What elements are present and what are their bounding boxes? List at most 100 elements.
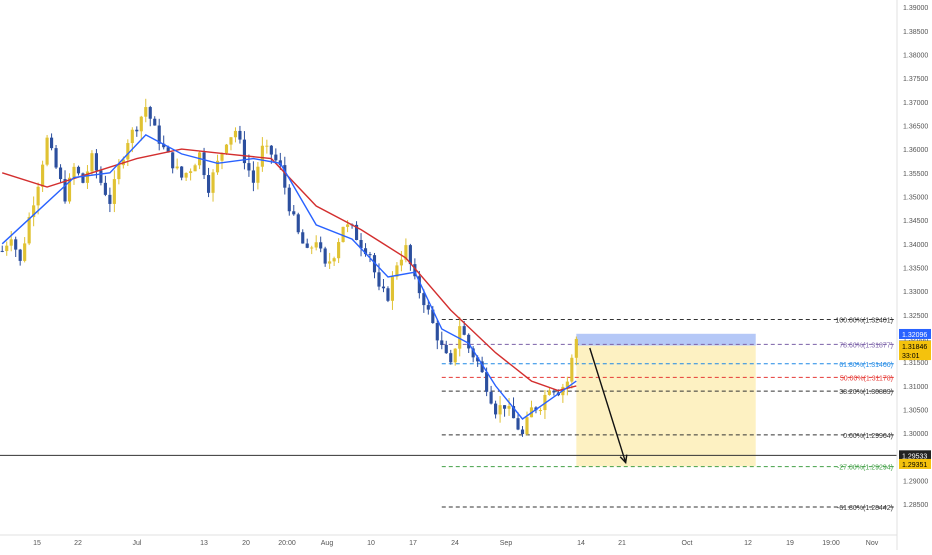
candle-body	[386, 288, 390, 301]
time-tick-label: Aug	[321, 540, 334, 547]
candle-body	[108, 194, 112, 204]
candle-body	[435, 323, 439, 341]
candle-body	[148, 107, 152, 119]
candle-body	[395, 265, 399, 277]
candle-body	[337, 242, 341, 259]
candle-body	[440, 340, 444, 345]
candle-body	[408, 245, 412, 265]
candle-body	[41, 164, 45, 187]
candle-body	[180, 166, 184, 178]
candle-body	[359, 240, 363, 249]
price-tick-label: 1.37500	[903, 76, 928, 83]
price-badge	[899, 340, 931, 351]
candle-body	[265, 145, 269, 147]
stop-zone	[576, 333, 756, 346]
candle-body	[485, 372, 489, 392]
time-tick-label: 17	[409, 540, 417, 547]
ema-slow-line	[1, 148, 577, 392]
price-tick-label: 1.36500	[903, 123, 928, 130]
candle-body	[224, 144, 229, 154]
candle-body	[50, 137, 54, 149]
candle-body	[215, 160, 220, 173]
candle-body	[81, 173, 85, 183]
price-tick-label: 1.37000	[903, 100, 928, 107]
candle-body	[36, 186, 40, 206]
candle-body	[256, 166, 260, 183]
candle-body	[67, 177, 72, 202]
candle-body	[498, 405, 502, 415]
time-tick-label: 20	[242, 540, 250, 547]
time-tick-label: 21	[618, 540, 626, 547]
candle-body	[417, 276, 421, 294]
candle-body	[157, 125, 161, 144]
candle-body	[471, 348, 475, 358]
candle-body	[14, 239, 18, 250]
candle-body	[171, 152, 175, 169]
price-badge-label: 1.32096	[902, 332, 927, 339]
candle-body	[296, 214, 300, 233]
price-tick-label: 1.28500	[903, 502, 928, 509]
price-tick-label: 1.33500	[903, 266, 928, 273]
candle-body	[399, 259, 403, 266]
candle-body	[368, 254, 372, 256]
candle-body	[274, 154, 278, 161]
fibonacci-levels: 100.00%(1.32401) 78.60%(1.31877) 61.80%(1.…	[441, 318, 895, 512]
projection-arrow	[589, 347, 628, 465]
price-badge-label: 1.29351	[902, 462, 927, 469]
candle-body	[247, 163, 251, 171]
price-tick-label: 1.35000	[903, 194, 928, 201]
fib-label: 61.80%(1.31466)	[839, 362, 893, 369]
candle-body	[431, 309, 435, 324]
fib-label: 0.00%(1.29964)	[843, 433, 893, 440]
candle-body	[426, 305, 430, 310]
price-badge	[899, 458, 931, 469]
time-tick-label: 13	[200, 540, 208, 547]
candle-body	[211, 172, 215, 193]
time-tick-label: 24	[451, 540, 459, 547]
candle-body	[233, 130, 238, 138]
price-badge-label: 1.31846	[902, 344, 927, 351]
candle-body	[162, 143, 166, 148]
candle-body	[314, 242, 318, 248]
candle-body	[354, 224, 359, 241]
price-tick-label: 1.35500	[903, 171, 928, 178]
candle-body	[476, 357, 480, 362]
candle-body	[9, 239, 13, 246]
candle-body	[453, 348, 457, 363]
time-tick-label: 19:00	[822, 540, 840, 547]
fib-label: 78.60%(1.31877)	[839, 342, 893, 349]
time-tick-label: 22	[74, 540, 82, 547]
arrow-head	[619, 454, 628, 465]
candle-body	[480, 361, 484, 373]
candle-body	[332, 258, 336, 262]
fib-label: -27.00%(1.29294)	[837, 465, 893, 472]
candle-body	[507, 406, 511, 409]
fib-label: 50.00%(1.31178)	[840, 375, 893, 382]
candle-body	[287, 187, 291, 212]
time-tick-label: 14	[577, 540, 585, 547]
candle-body	[112, 179, 116, 204]
candle-body	[18, 249, 22, 261]
candle-body	[413, 264, 417, 277]
time-tick-label: 20:00	[278, 540, 296, 547]
ema-fast-line	[1, 134, 577, 420]
candle-body	[363, 248, 368, 255]
candle-body	[328, 261, 332, 264]
price-badge	[899, 328, 931, 339]
candle-body	[90, 153, 94, 172]
candle-body	[58, 167, 63, 180]
candle-body	[449, 353, 453, 363]
candle-body	[260, 145, 264, 167]
candle-body	[202, 152, 206, 176]
price-tick-label: 1.36000	[903, 147, 928, 154]
candle-body	[144, 107, 148, 117]
candle-body	[103, 182, 107, 195]
candle-body	[27, 217, 31, 244]
candle-body	[462, 326, 466, 335]
time-tick-label: Jul	[133, 540, 142, 547]
candle-body	[94, 153, 98, 171]
time-axis[interactable]: 15 22 Jul 13 20 20:00 Aug 10 17 24 Sep 14 21 Oct 12 19 1…	[0, 534, 897, 547]
